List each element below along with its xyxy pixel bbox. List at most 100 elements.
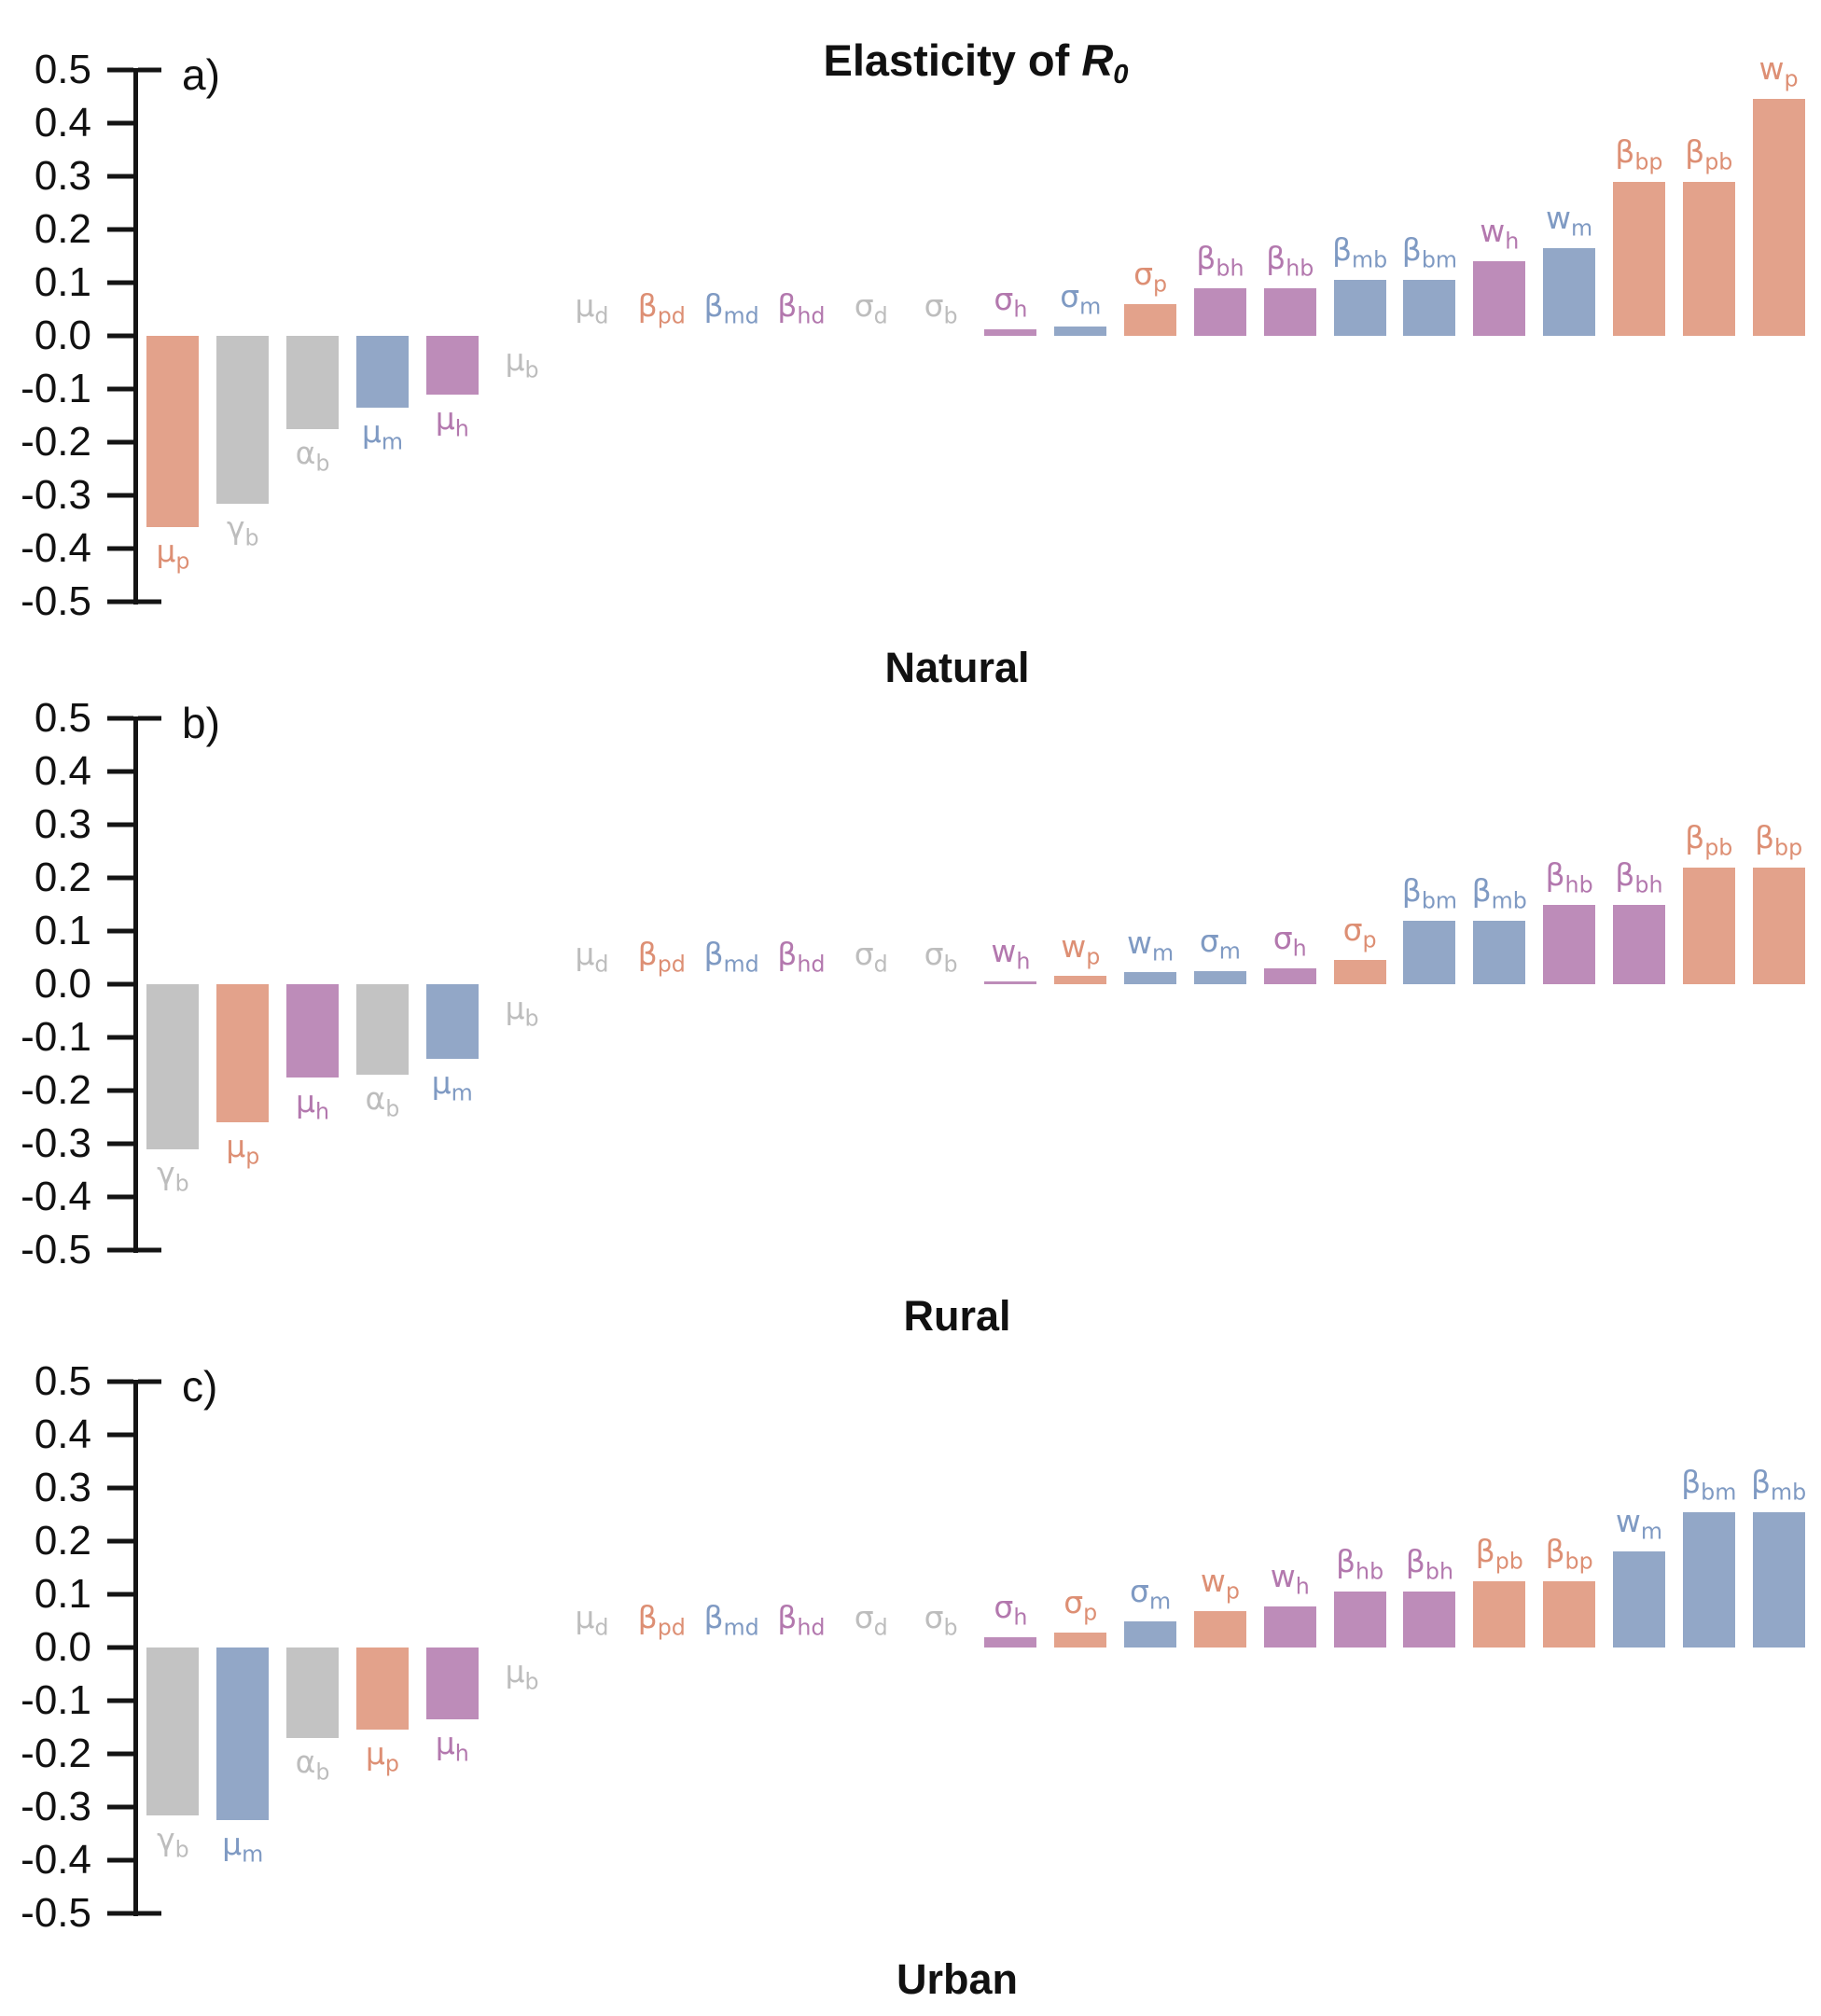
bar-mu_m bbox=[355, 336, 409, 408]
bar-w_m bbox=[1124, 972, 1177, 984]
axis-tick-label: -0.1 bbox=[21, 1677, 91, 1723]
axis-tick-label: -0.4 bbox=[21, 1837, 91, 1883]
label-mu_m: μm bbox=[431, 1064, 473, 1106]
label-beta_bm: βbm bbox=[1401, 231, 1458, 273]
axis-tick-label: 0.1 bbox=[34, 908, 91, 953]
axis-tick bbox=[107, 439, 133, 445]
label-beta_bm: βbm bbox=[1681, 1463, 1737, 1506]
y-axis: 0.5 0.4 0.3 0.2 0.1 0.0 -0.1 -0.2 -0.3 -0.4 -0.5 bbox=[0, 1358, 161, 1936]
label-beta_bp: βbp bbox=[1545, 1532, 1593, 1575]
label-mu_p: μp bbox=[156, 533, 190, 575]
bar-w_p bbox=[1752, 99, 1805, 336]
axis-tick-label: -0.3 bbox=[21, 1784, 91, 1829]
axis-tick bbox=[107, 1911, 133, 1916]
bar-beta_pb bbox=[1473, 1580, 1526, 1648]
panel-letter-a: a) bbox=[182, 50, 220, 99]
label-sigma_p: σp bbox=[1133, 255, 1168, 298]
panel-letter-b: b) bbox=[182, 699, 220, 747]
axis-bracket-stub bbox=[138, 1379, 161, 1384]
axis-tick-label: -0.1 bbox=[21, 366, 91, 411]
bar-beta_hb bbox=[1333, 1592, 1386, 1648]
label-beta_pd: βpd bbox=[637, 936, 686, 978]
label-beta_md: βmd bbox=[703, 1599, 759, 1641]
axis-tick-label: 0.4 bbox=[34, 748, 91, 794]
label-w_h: wh bbox=[991, 933, 1031, 975]
bar-alpha_b bbox=[286, 1648, 340, 1738]
axis-tick bbox=[107, 493, 133, 498]
label-beta_mb: βmb bbox=[1750, 1463, 1807, 1506]
panel-natural: Elasticity of R0 a) 0.5 0.4 0.3 0.2 0.1 0.0 -0… bbox=[0, 35, 1821, 704]
bar-beta_bm bbox=[1403, 920, 1456, 984]
label-beta_md: βmd bbox=[703, 287, 759, 329]
figure-title: Elasticity of R0 bbox=[138, 35, 1814, 90]
label-alpha_b: αb bbox=[295, 1743, 330, 1786]
bar-mu_p bbox=[146, 336, 200, 528]
bar-sigma_h bbox=[1263, 967, 1316, 984]
label-sigma_p: σp bbox=[1063, 1584, 1098, 1626]
bar-sigma_m bbox=[1193, 970, 1246, 984]
axis-tick bbox=[107, 1141, 133, 1147]
bar-mu_p bbox=[216, 984, 270, 1123]
bar-sigma_m bbox=[1054, 326, 1107, 336]
axis-bracket-stub bbox=[138, 1247, 161, 1253]
figure-title-subscript: 0 bbox=[1113, 60, 1129, 90]
label-beta_bh: βbh bbox=[1615, 855, 1663, 898]
bar-w_p bbox=[1054, 976, 1107, 984]
axis-tick-label: -0.5 bbox=[21, 1890, 91, 1936]
bar-beta_hb bbox=[1263, 287, 1316, 336]
label-mu_b: μb bbox=[505, 1653, 539, 1695]
label-beta_pd: βpd bbox=[637, 1599, 686, 1641]
bar-beta_mb bbox=[1752, 1511, 1805, 1648]
bar-beta_pb bbox=[1682, 181, 1735, 336]
axis-tick bbox=[107, 386, 133, 392]
axis-tick bbox=[107, 981, 133, 987]
label-beta_hd: βhd bbox=[777, 1599, 826, 1641]
axis-tick-label: 0.2 bbox=[34, 206, 91, 252]
label-mu_h: μh bbox=[435, 399, 469, 442]
label-w_m: wm bbox=[1127, 924, 1175, 966]
axis-tick bbox=[107, 227, 133, 232]
bar-beta_bh bbox=[1403, 1592, 1456, 1648]
bar-beta_bp bbox=[1543, 1580, 1596, 1648]
plot-area-urban: γb μm αb μp μh μb μd βpd βmd βhd σd σb σh σp σm wp wh βhb… bbox=[138, 1382, 1814, 1913]
bar-w_h bbox=[1473, 261, 1526, 336]
figure-title-symbol: R bbox=[1081, 35, 1114, 85]
label-beta_bh: βbh bbox=[1196, 239, 1244, 282]
bar-mu_h bbox=[286, 984, 340, 1078]
bar-alpha_b bbox=[355, 984, 409, 1075]
axis-tick-label: 0.3 bbox=[34, 153, 91, 199]
y-axis: 0.5 0.4 0.3 0.2 0.1 0.0 -0.1 -0.2 -0.3 -0.4 -0.5 bbox=[0, 47, 161, 624]
label-w_m: wm bbox=[1615, 1503, 1662, 1546]
axis-tick bbox=[107, 333, 133, 339]
axis-line bbox=[133, 1380, 138, 1916]
label-alpha_b: αb bbox=[365, 1079, 400, 1122]
label-beta_pd: βpd bbox=[637, 287, 686, 329]
bar-sigma_p bbox=[1124, 303, 1177, 336]
label-sigma_h: σh bbox=[1272, 919, 1307, 962]
label-sigma_d: σd bbox=[854, 936, 888, 978]
axis-tick bbox=[107, 769, 133, 774]
axis-tick bbox=[107, 120, 133, 126]
axis-tick-label: 0.2 bbox=[34, 855, 91, 900]
axis-tick-label: -0.3 bbox=[21, 472, 91, 518]
panel-caption-rural: Rural bbox=[903, 1292, 1011, 1340]
axis-tick bbox=[107, 1485, 133, 1491]
bar-w_m bbox=[1612, 1551, 1665, 1648]
label-w_p: wp bbox=[1061, 927, 1101, 970]
label-mu_d: μd bbox=[575, 1599, 609, 1641]
bar-w_m bbox=[1543, 247, 1596, 336]
axis-tick bbox=[107, 1432, 133, 1438]
chart-rural: b) 0.5 0.4 0.3 0.2 0.1 0.0 -0.1 -0.2 -0.3 -0.4 -0.… bbox=[0, 695, 1821, 1272]
axis-tick-label: 0.2 bbox=[34, 1518, 91, 1564]
axis-line bbox=[133, 68, 138, 605]
axis-tick bbox=[107, 280, 133, 285]
label-mu_m: μm bbox=[361, 412, 403, 455]
axis-tick bbox=[107, 174, 133, 179]
axis-tick bbox=[107, 716, 133, 721]
axis-tick-label: 0.5 bbox=[34, 695, 91, 741]
label-gamma_b: γb bbox=[226, 508, 259, 551]
axis-tick-label: -0.2 bbox=[21, 1067, 91, 1113]
label-mu_h: μh bbox=[435, 1724, 469, 1767]
panel-caption-natural: Natural bbox=[884, 644, 1030, 691]
label-mu_h: μh bbox=[296, 1082, 330, 1125]
